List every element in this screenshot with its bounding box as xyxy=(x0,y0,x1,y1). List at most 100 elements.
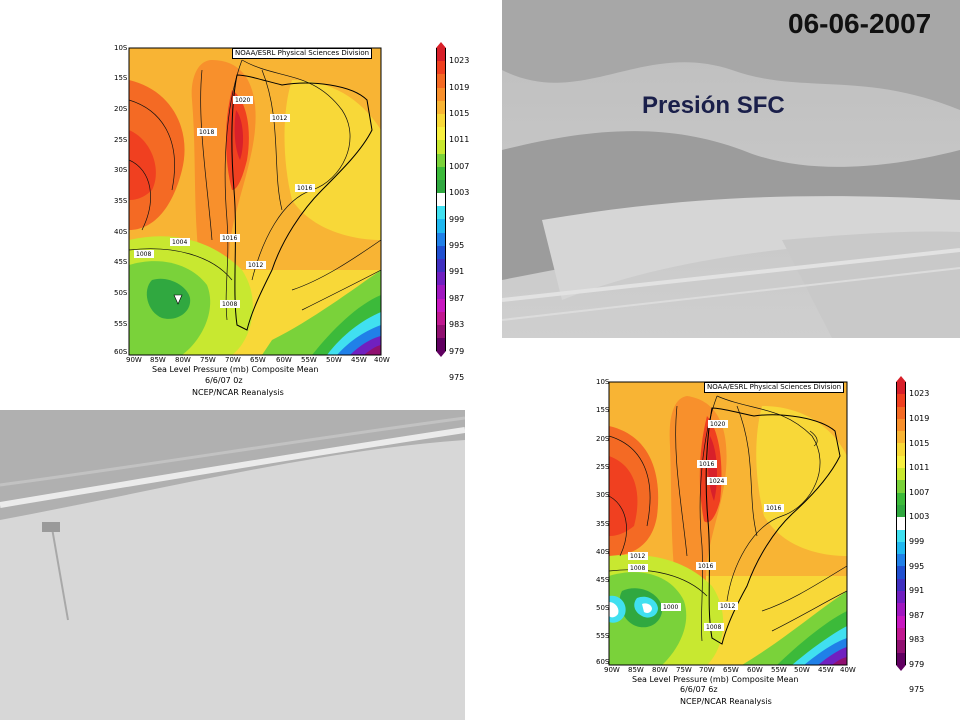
lat-label: 25S xyxy=(596,463,610,471)
lat-label: 15S xyxy=(114,74,128,82)
colorbar-segment xyxy=(436,338,446,352)
colorbar-segment xyxy=(436,74,446,88)
colorbar-segment xyxy=(896,492,906,505)
lon-label: 75W xyxy=(200,356,216,364)
lat-label: 55S xyxy=(596,632,610,640)
colorbar-top-arrow xyxy=(436,42,446,48)
lat-label: 10S xyxy=(114,44,128,52)
contour-label: 1012 xyxy=(248,262,263,269)
contour-label: 1020 xyxy=(710,421,725,428)
pressure-map-6z-field: 1020 1016 1024 1016 1012 1008 1016 1000 … xyxy=(608,381,848,666)
contour-label: 1012 xyxy=(630,553,645,560)
colorbar-label: 987 xyxy=(449,293,465,303)
colorbar-label: 995 xyxy=(449,241,465,250)
colorbar-label: 999 xyxy=(449,214,465,224)
colorbar-segment xyxy=(436,48,446,62)
colorbar-6z xyxy=(896,376,906,671)
colorbar-0z xyxy=(436,42,446,358)
colorbar-label: 1023 xyxy=(909,389,930,399)
colorbar-label: 979 xyxy=(909,659,925,669)
pressure-map-6z: 1020 1016 1024 1016 1012 1008 1016 1000 … xyxy=(592,376,922,716)
colorbar-segment xyxy=(896,603,906,616)
colorbar-segment xyxy=(896,468,906,481)
contour-label: 1016 xyxy=(698,563,713,570)
colorbar-segment xyxy=(436,87,446,101)
colorbar-segment xyxy=(436,127,446,141)
map-caption-line: 6/6/07 0z xyxy=(205,376,243,385)
lat-label: 60S xyxy=(114,348,128,356)
colorbar-segment xyxy=(436,61,446,75)
map-credit: NOAA/ESRL Physical Sciences Division xyxy=(704,382,845,393)
lat-label: 60S xyxy=(596,658,610,666)
colorbar-top-arrow xyxy=(896,376,906,382)
lon-label: 50W xyxy=(326,356,342,364)
lon-label: 50W xyxy=(794,666,810,674)
lon-label: 55W xyxy=(301,356,317,364)
colorbar-label: 983 xyxy=(449,320,465,330)
lon-label: 70W xyxy=(225,356,241,364)
colorbar-segment xyxy=(436,298,446,312)
colorbar-segment xyxy=(896,627,906,641)
lon-label: 40W xyxy=(374,356,390,364)
lon-label: 85W xyxy=(628,666,644,674)
colorbar-label: 1023 xyxy=(449,56,470,66)
colorbar-bottom-arrow xyxy=(896,664,906,671)
lat-label: 10S xyxy=(596,378,610,386)
lat-label: 30S xyxy=(596,491,610,499)
aerial-photo-bottom-left xyxy=(0,410,465,720)
contour-label: 1020 xyxy=(235,97,250,104)
colorbar-label: 995 xyxy=(909,561,925,571)
lon-label: 60W xyxy=(747,666,763,674)
map-caption-line: 6/6/07 6z xyxy=(680,685,718,694)
colorbar-label: 979 xyxy=(449,346,465,356)
colorbar-segment xyxy=(896,382,906,395)
colorbar-segment xyxy=(896,455,906,469)
colorbar-segment xyxy=(896,578,906,592)
contour-label: 1024 xyxy=(709,478,724,485)
lat-label: 35S xyxy=(114,197,128,205)
lat-label: 15S xyxy=(596,406,610,414)
contour-label: 1004 xyxy=(172,239,187,246)
colorbar-label: 983 xyxy=(909,635,925,645)
lat-label: 30S xyxy=(114,166,128,174)
colorbar-segment xyxy=(436,311,446,325)
lon-label: 80W xyxy=(652,666,668,674)
contour-label: 1008 xyxy=(222,301,237,308)
colorbar-label: 975 xyxy=(449,373,465,382)
colorbar-segment xyxy=(436,193,446,207)
lon-label: 70W xyxy=(699,666,715,674)
lon-label: 65W xyxy=(250,356,266,364)
colorbar-segment xyxy=(896,591,906,604)
lat-label: 55S xyxy=(114,320,128,328)
colorbar-segment xyxy=(896,517,906,530)
pressure-map-0z-field: 1020 1018 1012 1016 1004 1008 1016 1012 … xyxy=(128,47,382,356)
contour-label: 1012 xyxy=(720,603,735,610)
lat-label: 40S xyxy=(596,548,610,556)
colorbar-segment xyxy=(436,100,446,114)
colorbar-label: 1015 xyxy=(909,438,930,448)
contour-label: 1012 xyxy=(272,115,287,122)
colorbar-segment xyxy=(896,652,906,665)
colorbar-segment xyxy=(896,406,906,419)
lat-label: 50S xyxy=(596,604,610,612)
lat-label: 25S xyxy=(114,136,128,144)
colorbar-segment xyxy=(896,418,906,432)
lon-label: 90W xyxy=(604,666,620,674)
colorbar-label: 975 xyxy=(909,684,925,694)
contour-label: 1016 xyxy=(699,461,714,468)
map-caption-line: NCEP/NCAR Reanalysis xyxy=(192,388,284,397)
aerial-photo-top-right xyxy=(502,0,960,338)
colorbar-segment xyxy=(436,179,446,194)
contour-label: 1018 xyxy=(199,129,214,136)
lon-label: 55W xyxy=(771,666,787,674)
colorbar-label: 1007 xyxy=(909,487,930,497)
colorbar-segment xyxy=(436,219,446,233)
colorbar-label: 987 xyxy=(909,610,925,620)
colorbar-segment xyxy=(896,615,906,628)
colorbar-label: 1003 xyxy=(909,512,930,522)
colorbar-label: 999 xyxy=(909,536,925,546)
map-caption-line: Sea Level Pressure (mb) Composite Mean xyxy=(632,675,799,684)
lat-label: 45S xyxy=(596,576,610,584)
page-title: Presión SFC xyxy=(642,92,785,119)
lon-label: 85W xyxy=(150,356,166,364)
